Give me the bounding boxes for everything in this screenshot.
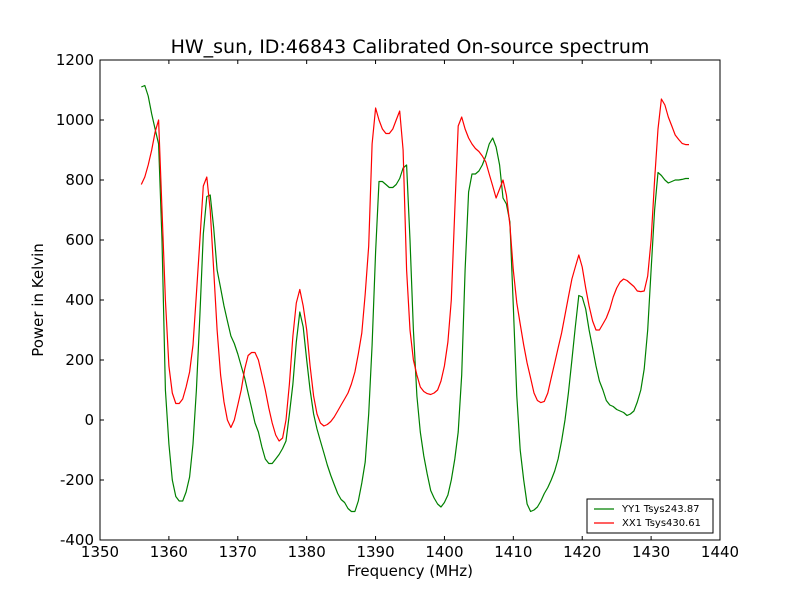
y-tick-label: 200 bbox=[65, 351, 94, 369]
y-tick-label: -200 bbox=[60, 471, 94, 489]
y-tick-label: 400 bbox=[65, 291, 94, 309]
y-axis-label: Power in Kelvin bbox=[29, 243, 47, 357]
plot-frame bbox=[99, 59, 721, 541]
y-tick-label: 1200 bbox=[56, 51, 94, 69]
x-tick-label: 1420 bbox=[563, 543, 601, 561]
series-line-xx1 bbox=[140, 98, 689, 442]
x-tick-label: 1400 bbox=[425, 543, 463, 561]
y-tick-label: 1000 bbox=[56, 111, 94, 129]
x-tick-label: 1440 bbox=[701, 543, 739, 561]
legend-label-xx1: XX1 Tsys430.61 bbox=[622, 518, 701, 529]
y-tick-label: 0 bbox=[84, 411, 94, 429]
x-tick-label: 1410 bbox=[494, 543, 532, 561]
x-tick-label: 1430 bbox=[632, 543, 670, 561]
x-tick-label: 1390 bbox=[356, 543, 394, 561]
x-tick-label: 1380 bbox=[288, 543, 326, 561]
tick-layer: 1350 1360 1370 1380 1390 1400 1410 1420 1430 1440… bbox=[56, 51, 739, 561]
series-line-yy1 bbox=[141, 84, 689, 513]
y-tick-label: -400 bbox=[60, 531, 94, 549]
plot-area: 1350 1360 1370 1380 1390 1400 1410 1420 1430 1440… bbox=[56, 51, 739, 561]
y-tick-label: 800 bbox=[65, 171, 94, 189]
legend-box bbox=[586, 498, 714, 534]
legend-label-yy1: YY1 Tsys243.87 bbox=[621, 504, 700, 515]
chart-title: HW_sun, ID:46843 Calibrated On-source sp… bbox=[171, 36, 650, 58]
x-tick-label: 1370 bbox=[219, 543, 257, 561]
x-tick-label: 1360 bbox=[150, 543, 188, 561]
x-tick-label: 1350 bbox=[81, 543, 119, 561]
x-axis-label: Frequency (MHz) bbox=[347, 562, 473, 580]
legend: YY1 Tsys243.87 XX1 Tsys430.61 bbox=[586, 498, 714, 534]
y-tick-label: 600 bbox=[65, 231, 94, 249]
series-layer bbox=[140, 84, 689, 513]
